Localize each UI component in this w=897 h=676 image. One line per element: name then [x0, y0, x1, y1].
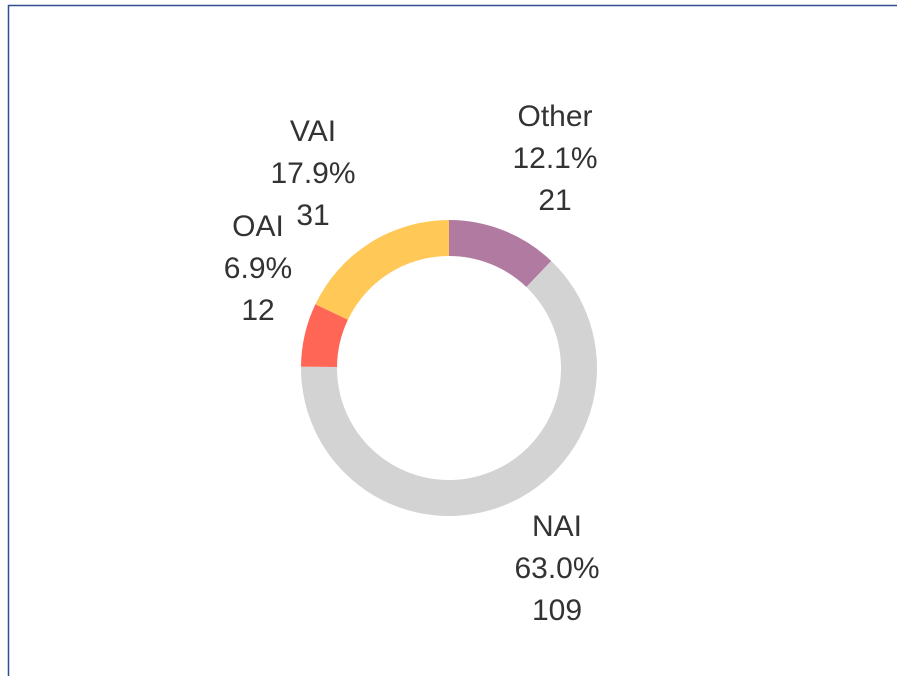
segment-count: 31 — [296, 199, 329, 232]
segment-percent: 63.0% — [514, 552, 599, 585]
segment-name: VAI — [290, 115, 336, 148]
donut-segment — [300, 260, 597, 516]
segment-count: 12 — [241, 294, 274, 327]
segment-name: Other — [517, 100, 592, 133]
donut-segment — [449, 220, 552, 288]
segment-percent: 12.1% — [512, 142, 597, 175]
frame — [7, 4, 897, 676]
segment-name: NAI — [532, 510, 582, 543]
segment-percent: 6.9% — [224, 252, 292, 285]
segment-name: OAI — [232, 210, 284, 243]
donut-segment — [315, 220, 449, 320]
segment-count: 21 — [538, 184, 571, 217]
donut-segment — [301, 304, 348, 367]
segment-count: 109 — [532, 594, 582, 627]
segment-percent: 17.9% — [270, 157, 355, 190]
